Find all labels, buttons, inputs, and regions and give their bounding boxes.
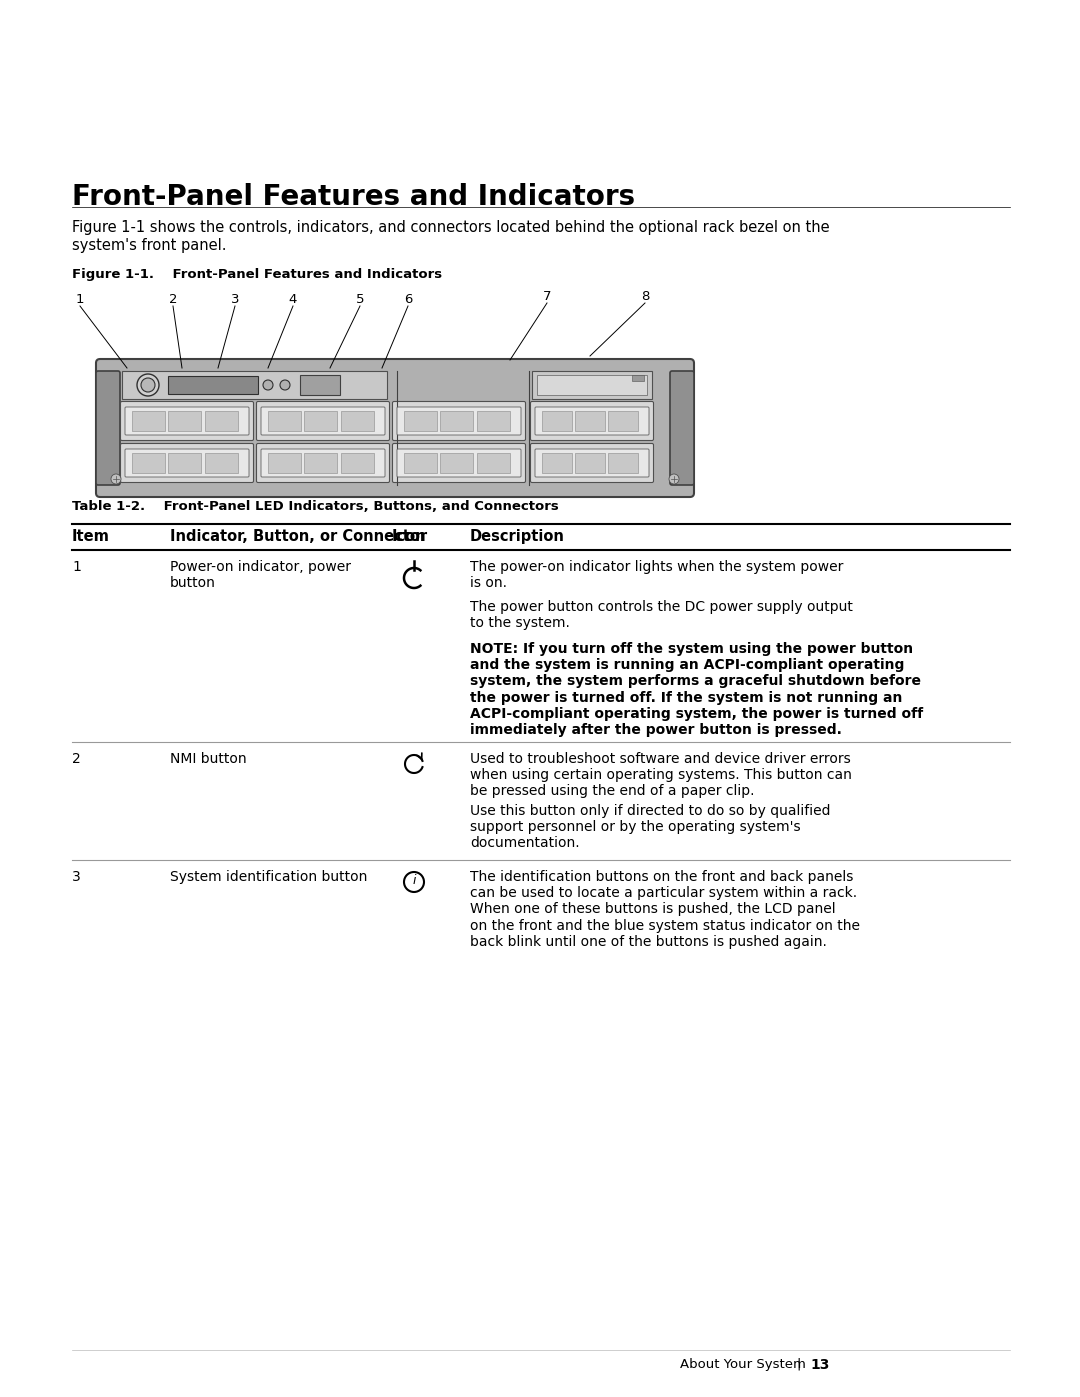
Bar — [537, 374, 647, 395]
FancyBboxPatch shape — [530, 401, 653, 440]
Text: 2: 2 — [72, 752, 81, 766]
Text: 7: 7 — [543, 291, 551, 303]
Circle shape — [280, 380, 291, 390]
Bar — [440, 453, 473, 474]
Bar — [132, 453, 165, 474]
FancyBboxPatch shape — [121, 401, 254, 440]
Bar — [132, 411, 165, 432]
Text: The power button controls the DC power supply output
to the system.: The power button controls the DC power s… — [470, 599, 853, 630]
Bar — [268, 453, 301, 474]
Bar — [341, 453, 374, 474]
FancyBboxPatch shape — [392, 401, 526, 440]
Text: Figure 1-1 shows the controls, indicators, and connectors located behind the opt: Figure 1-1 shows the controls, indicator… — [72, 219, 829, 235]
Text: Description: Description — [470, 529, 565, 543]
Bar — [168, 376, 258, 394]
Text: 3: 3 — [231, 293, 240, 306]
Text: Power-on indicator, power
button: Power-on indicator, power button — [170, 560, 351, 590]
Bar — [205, 453, 238, 474]
FancyBboxPatch shape — [125, 448, 249, 476]
FancyBboxPatch shape — [535, 407, 649, 434]
Text: 3: 3 — [72, 870, 81, 884]
FancyBboxPatch shape — [125, 407, 249, 434]
Circle shape — [669, 474, 679, 483]
Bar — [608, 453, 638, 474]
Text: 6: 6 — [404, 293, 413, 306]
Bar — [303, 411, 337, 432]
FancyBboxPatch shape — [397, 448, 521, 476]
Text: 8: 8 — [640, 291, 649, 303]
Bar — [404, 453, 437, 474]
Circle shape — [264, 380, 273, 390]
Text: |: | — [796, 1358, 800, 1370]
Circle shape — [137, 374, 159, 395]
Bar — [542, 411, 572, 432]
Bar — [168, 453, 201, 474]
Bar — [300, 374, 340, 395]
FancyBboxPatch shape — [535, 448, 649, 476]
Bar — [205, 411, 238, 432]
Bar — [122, 372, 387, 400]
Bar — [608, 411, 638, 432]
Text: Figure 1-1.    Front-Panel Features and Indicators: Figure 1-1. Front-Panel Features and Ind… — [72, 268, 442, 281]
Text: 1: 1 — [72, 560, 81, 574]
Text: NOTE: If you turn off the system using the power button
and the system is runnin: NOTE: If you turn off the system using t… — [470, 643, 923, 738]
Text: Table 1-2.    Front-Panel LED Indicators, Buttons, and Connectors: Table 1-2. Front-Panel LED Indicators, B… — [72, 500, 558, 513]
Text: System identification button: System identification button — [170, 870, 367, 884]
Text: Item: Item — [72, 529, 110, 543]
Text: 13: 13 — [810, 1358, 829, 1372]
FancyBboxPatch shape — [257, 401, 390, 440]
Text: About Your System: About Your System — [680, 1358, 806, 1370]
Circle shape — [111, 474, 121, 483]
Text: i: i — [413, 875, 416, 887]
Text: Indicator, Button, or Connector: Indicator, Button, or Connector — [170, 529, 427, 543]
Text: 5: 5 — [355, 293, 364, 306]
FancyBboxPatch shape — [392, 443, 526, 482]
Text: The power-on indicator lights when the system power
is on.: The power-on indicator lights when the s… — [470, 560, 843, 590]
Circle shape — [141, 379, 156, 393]
Text: system's front panel.: system's front panel. — [72, 237, 227, 253]
Bar — [542, 453, 572, 474]
FancyBboxPatch shape — [261, 407, 384, 434]
Bar — [477, 411, 510, 432]
Bar — [575, 411, 605, 432]
Bar — [575, 453, 605, 474]
Bar — [168, 411, 201, 432]
FancyBboxPatch shape — [397, 407, 521, 434]
Bar — [268, 411, 301, 432]
Bar — [632, 374, 644, 381]
FancyBboxPatch shape — [96, 372, 120, 485]
Bar — [532, 372, 652, 400]
Text: 2: 2 — [168, 293, 177, 306]
Text: 1: 1 — [76, 293, 84, 306]
Bar — [404, 411, 437, 432]
Text: NMI button: NMI button — [170, 752, 246, 766]
Bar — [440, 411, 473, 432]
Bar — [477, 453, 510, 474]
Text: Icon: Icon — [392, 529, 427, 543]
FancyBboxPatch shape — [257, 443, 390, 482]
FancyBboxPatch shape — [96, 359, 694, 497]
Text: Front-Panel Features and Indicators: Front-Panel Features and Indicators — [72, 183, 635, 211]
Bar — [303, 453, 337, 474]
Text: 4: 4 — [288, 293, 297, 306]
FancyBboxPatch shape — [670, 372, 694, 485]
Bar — [341, 411, 374, 432]
Text: Use this button only if directed to do so by qualified
support personnel or by t: Use this button only if directed to do s… — [470, 805, 831, 851]
Text: The identification buttons on the front and back panels
can be used to locate a : The identification buttons on the front … — [470, 870, 860, 949]
FancyBboxPatch shape — [530, 443, 653, 482]
Text: Used to troubleshoot software and device driver errors
when using certain operat: Used to troubleshoot software and device… — [470, 752, 852, 799]
FancyBboxPatch shape — [121, 443, 254, 482]
FancyBboxPatch shape — [261, 448, 384, 476]
